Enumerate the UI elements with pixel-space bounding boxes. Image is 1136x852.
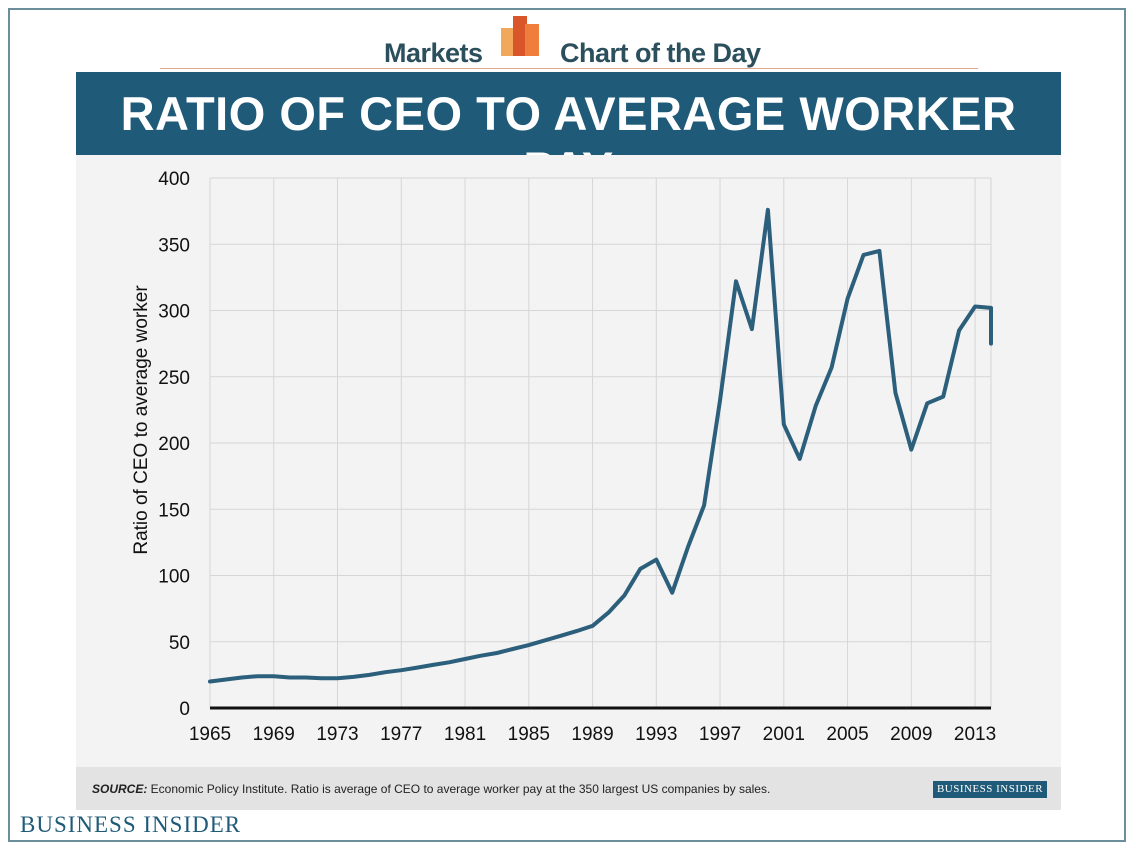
y-axis-label: Ratio of CEO to average worker [131,285,152,555]
chart-of-the-day-label: Chart of the Day [560,38,761,68]
y-tick-label: 300 [158,302,190,323]
y-tick-label: 250 [158,368,190,389]
source-bar: SOURCE: Economic Policy Institute. Ratio… [76,767,1061,810]
x-tick-label: 1985 [508,724,550,745]
x-tick-label: 1969 [253,724,295,745]
x-tick-label: 1977 [380,724,422,745]
x-tick-label: 2009 [890,724,932,745]
source-note: SOURCE: Economic Policy Institute. Ratio… [92,782,770,796]
y-tick-label: 100 [158,567,190,588]
y-tick-label: 200 [158,434,190,455]
x-tick-label: 1989 [571,724,613,745]
source-prefix: SOURCE: [92,782,148,796]
series-line [208,207,993,684]
x-tick-label: 2001 [763,724,805,745]
y-tick-label: 400 [158,169,190,190]
x-tick-label: 1981 [444,724,486,745]
plot-panel [76,155,1061,767]
y-tick-label: 50 [169,633,190,654]
bar-chart-icon [501,16,543,63]
x-tick-label: 1965 [189,724,231,745]
y-tick-label: 350 [158,235,190,256]
x-tick-label: 2005 [826,724,868,745]
x-tick-label: 1973 [316,724,358,745]
y-tick-label: 150 [158,500,190,521]
x-tick-label: 1993 [635,724,677,745]
title-bar: RATIO OF CEO TO AVERAGE WORKER PAY [76,72,1061,195]
outer-frame [8,8,1126,842]
business-insider-badge: BUSINESS INSIDER [933,781,1047,798]
x-tick-label: 1997 [699,724,741,745]
source-text: Economic Policy Institute. Ratio is aver… [147,782,771,796]
y-tick-label: 0 [179,699,190,720]
business-insider-logo: BUSINESS INSIDER [20,812,242,837]
header-bar: Markets Chart of the Day [160,12,978,69]
markets-label: Markets [384,38,483,68]
x-tick-label: 2013 [954,724,996,745]
